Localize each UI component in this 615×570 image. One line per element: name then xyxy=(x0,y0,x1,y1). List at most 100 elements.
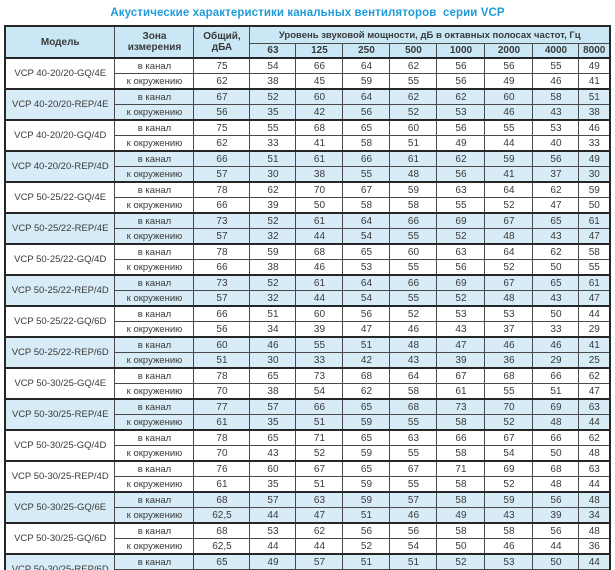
total-dba-cell: 57 xyxy=(193,166,251,183)
total-dba-cell: 75 xyxy=(193,57,251,74)
measurement-zone-cell: в канал xyxy=(114,119,195,136)
octave-band-level-cell: 68 xyxy=(484,367,534,384)
table-row: VCP 50-25/22-GQ/4D в канал 78 59 68 65 60 63 64 6… xyxy=(4,243,611,276)
total-dba-cell: 75 xyxy=(193,119,251,136)
octave-band-level-cell: 64 xyxy=(342,57,391,74)
model-cell: VCP 50-30/25-GQ/6D xyxy=(4,522,116,555)
octave-band-level-cell: 63 xyxy=(295,491,344,508)
octave-band-level-cell: 54 xyxy=(389,538,438,555)
total-dba-cell: 78 xyxy=(193,429,251,446)
octave-band-level-cell: 59 xyxy=(389,181,438,198)
octave-band-level-cell: 44 xyxy=(578,414,611,431)
measurement-zone-cell: в канал xyxy=(114,181,195,198)
total-dba-cell: 62,5 xyxy=(193,507,251,524)
octave-band-level-cell: 46 xyxy=(484,104,534,121)
page-title: Акустические характеристики канальных ве… xyxy=(110,7,505,19)
total-dba-cell: 65 xyxy=(193,553,251,570)
octave-band-level-cell: 66 xyxy=(389,274,438,291)
octave-band-level-cell: 53 xyxy=(436,305,486,322)
octave-band-level-cell: 35 xyxy=(249,414,297,431)
table-row: к окружению 62 38 45 59 55 56 49 46 41 xyxy=(5,73,611,90)
total-dba-cell: 66 xyxy=(193,197,251,214)
octave-band-level-cell: 47 xyxy=(578,383,611,400)
octave-band-level-cell: 44 xyxy=(295,290,344,307)
octave-band-level-cell: 56 xyxy=(342,522,391,539)
octave-band-level-cell: 58 xyxy=(436,491,486,508)
measurement-zone-cell: в канал xyxy=(114,274,195,291)
octave-band-level-cell: 60 xyxy=(295,305,344,322)
col-header-total-dba: Общий, дБА xyxy=(193,25,251,59)
octave-band-level-cell: 41 xyxy=(578,73,611,90)
octave-band-level-cell: 59 xyxy=(342,414,391,431)
octave-band-level-cell: 71 xyxy=(295,429,344,446)
octave-band-level-cell: 61 xyxy=(295,150,344,167)
octave-band-level-cell: 62 xyxy=(578,367,611,384)
octave-band-level-cell: 46 xyxy=(389,507,438,524)
octave-band-level-cell: 62 xyxy=(295,522,344,539)
octave-band-level-cell: 44 xyxy=(578,476,611,493)
octave-band-level-cell: 63 xyxy=(436,181,486,198)
table-row: к окружению 56 34 39 47 46 43 37 33 29 xyxy=(5,321,611,338)
octave-band-level-cell: 38 xyxy=(249,383,297,400)
octave-band-level-cell: 58 xyxy=(342,135,391,152)
octave-band-level-cell: 52 xyxy=(249,88,297,105)
octave-band-level-cell: 46 xyxy=(532,336,580,353)
octave-band-level-cell: 44 xyxy=(295,228,344,245)
octave-band-level-cell: 58 xyxy=(436,445,486,462)
octave-band-level-cell: 25 xyxy=(578,352,611,369)
total-dba-cell: 68 xyxy=(193,491,251,508)
octave-band-level-cell: 32 xyxy=(249,228,297,245)
table-row: VCP 50-25/22-GQ/6D в канал 66 51 60 56 52 53 53 5… xyxy=(4,305,611,338)
octave-band-level-cell: 63 xyxy=(578,460,611,477)
col-header-sound-power-level: Уровень звуковой мощности, дБ в октавных… xyxy=(249,25,611,44)
measurement-zone-cell: к окружению xyxy=(114,476,195,493)
octave-band-level-cell: 68 xyxy=(295,243,344,260)
col-header-freq-125: 125 xyxy=(295,43,344,59)
octave-band-level-cell: 54 xyxy=(295,383,344,400)
table-row: VCP 50-30/25-GQ/6D в канал 68 53 62 56 56 58 58 5… xyxy=(4,522,611,555)
octave-band-level-cell: 35 xyxy=(249,104,297,121)
octave-band-level-cell: 52 xyxy=(484,197,534,214)
total-dba-cell: 66 xyxy=(193,305,251,322)
octave-band-level-cell: 55 xyxy=(389,73,438,90)
total-dba-cell: 62 xyxy=(193,135,251,152)
octave-band-level-cell: 66 xyxy=(532,367,580,384)
octave-band-level-cell: 44 xyxy=(249,507,297,524)
octave-band-level-cell: 38 xyxy=(295,166,344,183)
measurement-zone-cell: к окружению xyxy=(114,321,195,338)
octave-band-level-cell: 53 xyxy=(484,305,534,322)
octave-band-level-cell: 50 xyxy=(532,259,580,276)
octave-band-level-cell: 59 xyxy=(484,491,534,508)
octave-band-level-cell: 66 xyxy=(532,429,580,446)
total-dba-cell: 61 xyxy=(193,476,251,493)
octave-band-level-cell: 64 xyxy=(342,274,391,291)
octave-band-level-cell: 68 xyxy=(342,367,391,384)
octave-band-level-cell: 71 xyxy=(436,460,486,477)
octave-band-level-cell: 52 xyxy=(389,104,438,121)
measurement-zone-cell: в канал xyxy=(114,243,195,260)
octave-band-level-cell: 49 xyxy=(484,73,534,90)
octave-band-level-cell: 48 xyxy=(389,336,438,353)
octave-band-level-cell: 70 xyxy=(484,398,534,415)
measurement-zone-cell: к окружению xyxy=(114,538,195,555)
total-dba-cell: 78 xyxy=(193,181,251,198)
octave-band-level-cell: 30 xyxy=(578,166,611,183)
octave-band-level-cell: 55 xyxy=(249,119,297,136)
octave-band-level-cell: 53 xyxy=(436,104,486,121)
octave-band-level-cell: 46 xyxy=(249,336,297,353)
octave-band-level-cell: 56 xyxy=(532,150,580,167)
octave-band-level-cell: 55 xyxy=(484,383,534,400)
octave-band-level-cell: 65 xyxy=(342,429,391,446)
octave-band-level-cell: 67 xyxy=(484,274,534,291)
octave-band-level-cell: 51 xyxy=(295,414,344,431)
octave-band-level-cell: 62 xyxy=(389,57,438,74)
octave-band-level-cell: 48 xyxy=(578,491,611,508)
octave-band-level-cell: 65 xyxy=(532,274,580,291)
octave-band-level-cell: 67 xyxy=(342,181,391,198)
model-cell: VCP 40-20/20-GQ/4E xyxy=(4,57,116,90)
octave-band-level-cell: 32 xyxy=(249,290,297,307)
octave-band-level-cell: 56 xyxy=(436,73,486,90)
model-cell: VCP 50-25/22-REP/4D xyxy=(4,274,116,307)
octave-band-level-cell: 62 xyxy=(532,243,580,260)
measurement-zone-cell: в канал xyxy=(114,150,195,167)
